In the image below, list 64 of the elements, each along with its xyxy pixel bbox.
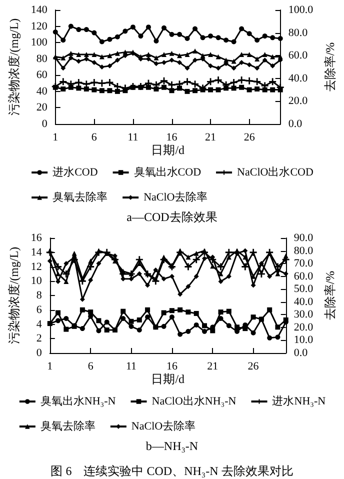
x-axis-title: 日期/d — [151, 372, 185, 386]
x-tick-label: 21 — [207, 360, 218, 372]
y2-tick-label: 80.0 — [294, 244, 314, 257]
x-tick-label: 16 — [166, 132, 178, 144]
x-tick-label: 16 — [166, 360, 178, 372]
y-tick-label: 16 — [30, 232, 42, 244]
x-tick-label: 11 — [128, 132, 138, 144]
y-tick-label: 6 — [36, 304, 42, 316]
legend-label: 臭氧出水NH₃-N — [40, 394, 116, 408]
y2-tick-label: 70.0 — [294, 258, 314, 270]
legend-label: 臭氧去除率 — [40, 420, 96, 432]
x-tick-label: 26 — [244, 132, 256, 144]
y2-tick-label: 60.0 — [288, 50, 308, 62]
x-tick-label: 6 — [91, 132, 98, 144]
y2-tick-label: 40.0 — [294, 296, 314, 308]
y-tick-label: 20 — [36, 102, 48, 114]
y2-tick-label: 30.0 — [294, 308, 314, 321]
y2-axis-title: 去除率/% — [323, 270, 337, 320]
y2-axis-title: 去除率/% — [323, 42, 337, 92]
y-tick-label: 120 — [30, 20, 48, 32]
caption: 图 6 连续实验中 COD、NH₃-N 去除效果对比 — [50, 464, 294, 478]
y2-tick-label: 60.0 — [294, 270, 314, 282]
x-tick-label: 11 — [126, 360, 137, 372]
x-tick-label: 21 — [205, 132, 216, 144]
legend-label: NaClO去除率 — [131, 420, 196, 432]
y2-tick-label: 0.0 — [288, 118, 303, 130]
text: b—NH₃-N — [146, 439, 198, 453]
legend-label: 进水NH₃-N — [272, 394, 326, 408]
y-axis-title: 污染物浓度/(mg/L) — [7, 246, 21, 344]
y2-tick-label: 90.0 — [294, 232, 314, 244]
y2-tick-label: 20.0 — [294, 321, 314, 334]
x-axis-title: 日期/d — [151, 142, 185, 157]
y2-tick-label: 20.0 — [288, 95, 308, 108]
y-tick-label: 100 — [30, 36, 48, 49]
y-tick-label: 12 — [30, 260, 42, 273]
y-tick-label: 8 — [36, 290, 42, 302]
y-tick-label: 60 — [36, 69, 48, 82]
y-tick-label: 4 — [36, 318, 42, 330]
y-tick-label: 2 — [36, 332, 42, 345]
y-tick-label: 10 — [30, 275, 42, 288]
y-axis-title: 污染物浓度/(mg/L) — [7, 18, 21, 116]
x-tick-label: 6 — [88, 360, 94, 372]
y-tick-label: 0 — [36, 347, 42, 359]
legend-label: NaClO去除率 — [144, 190, 208, 204]
y2-tick-label: 40.0 — [288, 72, 308, 84]
legend-label: 臭氧出水COD — [134, 166, 202, 178]
legend-label: NaClO出水COD — [237, 166, 314, 178]
legend-label: 臭氧去除率 — [52, 190, 108, 204]
y-tick-label: 0 — [42, 118, 48, 130]
y2-tick-label: 50.0 — [294, 283, 314, 296]
legend-label: 进水COD — [52, 166, 98, 178]
legend-label: NaClO出水NH₃-N — [152, 394, 236, 408]
x-tick-label: 1 — [52, 132, 58, 144]
text: a—COD去除效果 — [126, 210, 218, 224]
y-tick-label: 40 — [36, 85, 48, 98]
y2-tick-label: 100.0 — [288, 4, 314, 16]
y-tick-label: 80 — [36, 52, 48, 65]
y-tick-label: 140 — [30, 4, 48, 16]
y2-tick-label: 80.0 — [288, 26, 308, 39]
y2-tick-label: 10.0 — [294, 334, 314, 346]
y-tick-label: 14 — [30, 246, 42, 258]
x-tick-label: 26 — [248, 360, 260, 372]
x-tick-label: 1 — [47, 360, 53, 372]
y2-tick-label: 0.0 — [294, 347, 308, 359]
